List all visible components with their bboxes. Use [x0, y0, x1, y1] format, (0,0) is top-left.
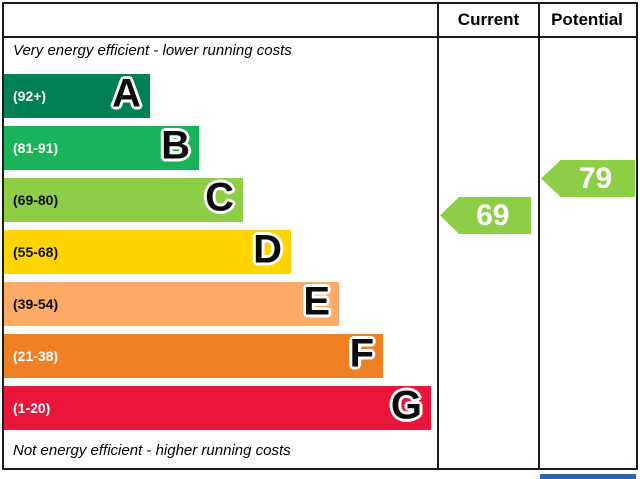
band-letter: D	[253, 227, 282, 272]
potential-column-header: Potential	[551, 10, 623, 29]
band-letter: G	[390, 383, 422, 428]
band-range-label: (92+)	[13, 88, 47, 104]
band-C: (69-80) C	[4, 175, 243, 222]
bottom-caption: Not energy efficient - higher running co…	[13, 442, 291, 459]
cropped-bottom-right-element	[540, 474, 636, 479]
current-rating-arrow: 69	[440, 197, 531, 234]
band-G: (1-20) G	[4, 383, 431, 430]
band-B: (81-91) B	[4, 123, 199, 170]
chart-frame: Current Potential Very energy efficient …	[2, 2, 638, 470]
band-D: (55-68) D	[4, 227, 291, 274]
bands-container: (92+) A (81-91) B (69-80) C (55-68) D (39-54) E (2…	[4, 4, 636, 468]
band-F: (21-38) F	[4, 331, 383, 378]
band-letter: F	[349, 331, 374, 376]
band-range-label: (55-68)	[13, 244, 59, 260]
potential-rating-arrow: 79	[541, 160, 635, 197]
potential-column-divider	[538, 4, 540, 468]
band-range-label: (81-91)	[13, 140, 59, 156]
band-range-label: (69-80)	[13, 192, 59, 208]
potential-rating-value: 79	[578, 161, 613, 195]
band-range-label: (39-54)	[13, 296, 59, 312]
current-rating-value: 69	[476, 198, 510, 232]
band-range-label: (1-20)	[13, 400, 51, 416]
header-divider-line	[4, 36, 636, 38]
band-A: (92+) A	[4, 71, 150, 118]
top-caption: Very energy efficient - lower running co…	[13, 42, 292, 59]
band-letter: A	[112, 71, 141, 116]
band-letter: E	[303, 279, 330, 324]
current-column-header: Current	[457, 10, 520, 29]
band-letter: B	[161, 123, 190, 168]
current-column-divider	[437, 4, 439, 468]
band-range-label: (21-38)	[13, 348, 59, 364]
band-letter: C	[205, 175, 234, 220]
band-E: (39-54) E	[4, 279, 339, 326]
